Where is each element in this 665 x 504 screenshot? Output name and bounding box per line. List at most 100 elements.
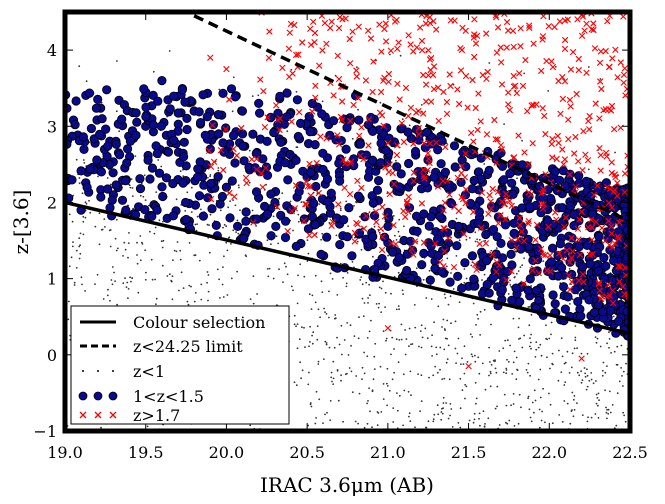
point-z-gt-1-7 <box>408 245 415 252</box>
point-z-gt-1-7 <box>605 217 612 225</box>
point-z-gt-1-7 <box>295 51 302 58</box>
point-z-gt-1-7 <box>342 160 349 167</box>
point-z-lt-1 <box>584 372 586 375</box>
point-z-gt-1-7 <box>207 54 214 61</box>
point-z-gt-1-7 <box>369 88 376 96</box>
point-z-lt-1 <box>505 372 508 375</box>
point-1-lt-z-lt-1-5 <box>254 98 264 109</box>
point-z-lt-1 <box>546 356 548 359</box>
point-1-lt-z-lt-1-5 <box>96 167 107 177</box>
point-z-lt-1 <box>347 354 350 356</box>
point-z-lt-1 <box>605 411 608 414</box>
point-1-lt-z-lt-1-5 <box>293 131 303 142</box>
point-z-lt-1 <box>468 419 471 422</box>
point-z-lt-1 <box>586 374 589 377</box>
point-z-lt-1 <box>363 302 366 304</box>
plot-frame <box>62 9 633 434</box>
point-z-gt-1-7 <box>493 268 500 275</box>
point-z-lt-1 <box>317 360 320 363</box>
point-1-lt-z-lt-1-5 <box>194 107 204 117</box>
point-z-gt-1-7 <box>473 266 480 273</box>
point-z-lt-1 <box>235 231 238 234</box>
x-tick-label: 20.5 <box>289 443 325 462</box>
point-z-lt-1 <box>530 265 533 268</box>
point-z-gt-1-7 <box>608 102 616 110</box>
point-z-lt-1 <box>320 238 322 241</box>
point-z-lt-1 <box>75 267 78 269</box>
point-z-lt-1 <box>188 284 191 287</box>
point-z-lt-1 <box>97 175 99 178</box>
point-z-lt-1 <box>529 345 531 348</box>
point-z-lt-1 <box>281 192 284 195</box>
point-z-gt-1-7 <box>614 74 621 81</box>
point-z-lt-1 <box>153 232 156 235</box>
point-z-gt-1-7 <box>455 207 462 215</box>
point-z-gt-1-7 <box>489 185 496 193</box>
point-z-lt-1 <box>465 277 468 280</box>
point-z-lt-1 <box>414 326 417 329</box>
point-z-gt-1-7 <box>393 16 400 24</box>
point-z-gt-1-7 <box>513 244 520 251</box>
point-z-lt-1 <box>310 308 313 310</box>
point-z-lt-1 <box>354 236 356 239</box>
point-z-gt-1-7 <box>355 23 362 30</box>
point-z-lt-1 <box>624 420 627 423</box>
point-z-lt-1 <box>594 336 597 338</box>
point-z-gt-1-7 <box>430 85 438 93</box>
point-z-lt-1 <box>506 358 508 361</box>
point-z-gt-1-7 <box>528 102 535 109</box>
point-z-lt-1 <box>78 245 81 248</box>
point-z-lt-1 <box>519 266 522 268</box>
point-z-gt-1-7 <box>508 237 515 244</box>
point-z-gt-1-7 <box>407 41 414 48</box>
point-z-lt-1 <box>328 346 331 349</box>
point-z-lt-1 <box>277 242 280 245</box>
point-z-lt-1 <box>179 249 182 252</box>
point-z-lt-1 <box>572 415 575 418</box>
point-z-gt-1-7 <box>505 89 512 96</box>
point-z-gt-1-7 <box>568 254 575 262</box>
point-1-lt-z-lt-1-5 <box>151 141 161 151</box>
point-z-lt-1 <box>393 371 395 374</box>
point-z-lt-1 <box>124 277 126 280</box>
point-z-lt-1 <box>349 324 352 327</box>
point-z-gt-1-7 <box>583 69 590 76</box>
point-1-lt-z-lt-1-5 <box>481 229 491 240</box>
point-z-gt-1-7 <box>574 225 582 232</box>
point-z-lt-1 <box>380 311 383 313</box>
point-z-lt-1 <box>512 403 515 405</box>
point-z-lt-1 <box>457 422 460 424</box>
point-1-lt-z-lt-1-5 <box>394 252 404 263</box>
point-z-lt-1 <box>465 385 468 388</box>
point-z-lt-1 <box>366 337 369 339</box>
point-z-lt-1 <box>590 378 593 381</box>
point-z-lt-1 <box>525 369 528 371</box>
point-1-lt-z-lt-1-5 <box>304 112 314 122</box>
point-z-lt-1 <box>576 371 579 374</box>
point-z-gt-1-7 <box>569 48 577 56</box>
point-z-lt-1 <box>308 345 310 348</box>
point-z-lt-1 <box>441 407 443 410</box>
point-z-lt-1 <box>470 353 473 356</box>
point-z-lt-1 <box>450 322 452 325</box>
point-1-lt-z-lt-1-5 <box>239 233 249 243</box>
point-1-lt-z-lt-1-5 <box>291 155 301 165</box>
point-z-lt-1 <box>597 392 600 395</box>
point-z-lt-1 <box>494 367 497 370</box>
point-1-lt-z-lt-1-5 <box>169 91 179 101</box>
point-1-lt-z-lt-1-5 <box>307 98 317 109</box>
point-z-gt-1-7 <box>572 183 579 190</box>
point-z-gt-1-7 <box>312 82 319 89</box>
point-z-gt-1-7 <box>538 200 545 207</box>
point-z-lt-1 <box>301 369 304 372</box>
point-z-lt-1 <box>411 343 414 345</box>
point-z-lt-1 <box>544 421 546 424</box>
point-z-lt-1 <box>398 218 401 221</box>
point-z-lt-1 <box>131 187 134 189</box>
point-1-lt-z-lt-1-5 <box>280 232 291 243</box>
point-1-lt-z-lt-1-5 <box>196 118 206 128</box>
point-z-lt-1 <box>208 224 210 227</box>
point-z-lt-1 <box>175 250 178 253</box>
point-z-gt-1-7 <box>360 225 368 232</box>
point-1-lt-z-lt-1-5 <box>560 304 571 314</box>
